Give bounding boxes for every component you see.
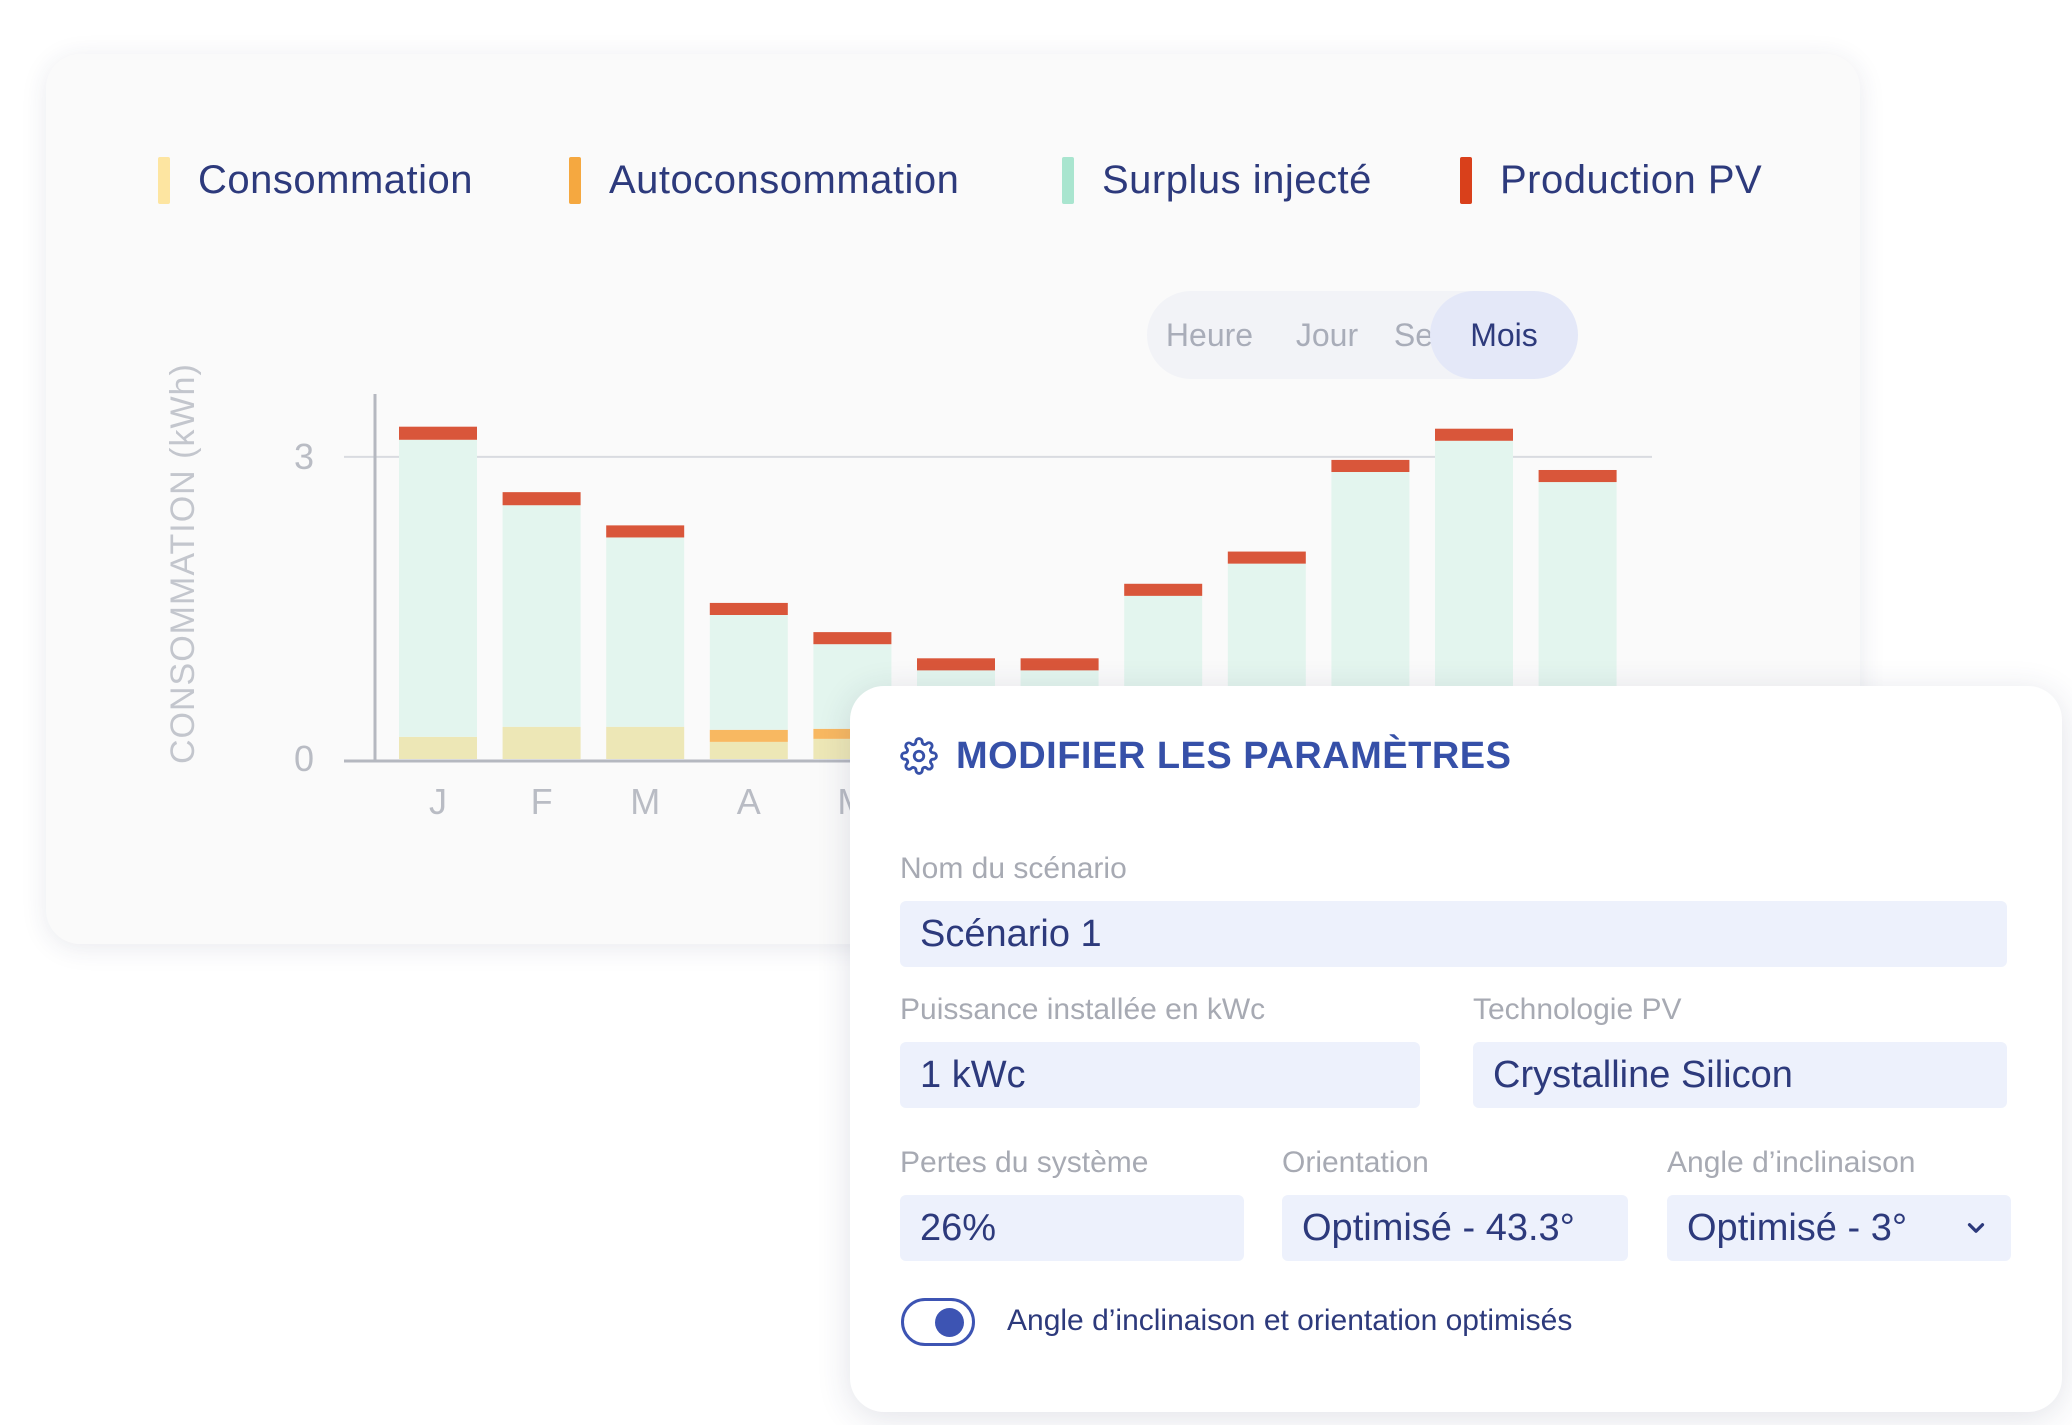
- tilt-angle-value: Optimisé - 3°: [1687, 1206, 1908, 1249]
- bar-segment: [399, 426, 477, 440]
- x-tick-label: J: [429, 781, 447, 822]
- installed-power-value: 1 kWc: [920, 1053, 1026, 1096]
- legend-label: Surplus injecté: [1102, 157, 1372, 202]
- chevron-down-icon: [1967, 1223, 1985, 1233]
- legend-swatch: [569, 156, 581, 204]
- toggle-knob: [935, 1308, 964, 1337]
- bar-segment: [1227, 551, 1306, 564]
- pv-technology-select[interactable]: Crystalline Silicon: [1473, 1042, 2007, 1108]
- system-losses-input[interactable]: 26%: [900, 1195, 1244, 1261]
- legend-swatch: [1062, 156, 1074, 204]
- settings-header: MODIFIER LES PARAMÈTRES: [900, 726, 1512, 786]
- bar-segment: [709, 602, 788, 615]
- settings-title: MODIFIER LES PARAMÈTRES: [956, 734, 1512, 777]
- installed-power-label: Puissance installée en kWc: [900, 993, 1266, 1026]
- tilt-angle-select[interactable]: Optimisé - 3°: [1667, 1195, 2011, 1261]
- tilt-angle-label: Angle d’inclinaison: [1667, 1146, 1916, 1179]
- bar-segment: [813, 632, 892, 645]
- bar-segment: [1331, 459, 1410, 473]
- orientation-input[interactable]: Optimisé - 43.3°: [1282, 1195, 1628, 1261]
- scenario-name-input[interactable]: Scénario 1: [900, 901, 2007, 967]
- bar-segment: [1124, 583, 1203, 596]
- bar-segment: [606, 726, 685, 759]
- y-tick-label: 3: [294, 436, 314, 477]
- x-tick-label: F: [531, 781, 553, 822]
- scenario-name-value: Scénario 1: [920, 912, 1102, 955]
- orientation-value: Optimisé - 43.3°: [1302, 1206, 1575, 1249]
- tab-mois[interactable]: Mois: [1430, 291, 1578, 379]
- bar-segment: [709, 614, 788, 730]
- optimized-toggle-label: Angle d’inclinaison et orientation optim…: [1007, 1304, 1573, 1337]
- pv-technology-label: Technologie PV: [1473, 993, 1682, 1026]
- legend-item-autoconsommation: Autoconsommation: [569, 152, 959, 208]
- bar-segment: [1538, 469, 1617, 483]
- bar-segment: [606, 537, 685, 727]
- orientation-label: Orientation: [1282, 1146, 1429, 1179]
- x-tick-label: A: [737, 781, 761, 822]
- bar-segment: [502, 505, 581, 727]
- legend-swatch: [158, 156, 170, 204]
- bar-segment: [709, 741, 788, 759]
- bar-segment: [606, 525, 685, 538]
- installed-power-input[interactable]: 1 kWc: [900, 1042, 1420, 1108]
- scenario-name-label: Nom du scénario: [900, 852, 1127, 885]
- bar-segment: [399, 736, 477, 759]
- legend-label: Production PV: [1500, 157, 1763, 202]
- tab-heure[interactable]: Heure: [1165, 317, 1254, 353]
- system-losses-label: Pertes du système: [900, 1146, 1149, 1179]
- y-axis-title: CONSOMMATION (kWh): [164, 363, 202, 764]
- legend-item-consommation: Consommation: [158, 152, 473, 208]
- legend-item-surplus-injecte: Surplus injecté: [1062, 152, 1372, 208]
- settings-panel: MODIFIER LES PARAMÈTRES Nom du scénario …: [850, 686, 2062, 1412]
- period-selector: Heure Jour Semaine Mois: [1147, 291, 1578, 379]
- bar-segment: [502, 492, 581, 506]
- bar-segment: [502, 726, 581, 759]
- x-tick-label: M: [630, 781, 660, 822]
- bar-segment: [399, 439, 477, 737]
- bar-segment: [709, 729, 788, 742]
- legend-label: Consommation: [198, 157, 474, 202]
- legend-item-production-pv: Production PV: [1460, 152, 1762, 208]
- system-losses-value: 26%: [920, 1206, 997, 1249]
- gear-icon: [900, 737, 938, 775]
- optimized-toggle[interactable]: [901, 1298, 975, 1346]
- bar-segment: [1435, 440, 1513, 735]
- bar-segment: [917, 658, 995, 671]
- legend-label: Autoconsommation: [609, 157, 960, 202]
- y-tick-label: 0: [294, 738, 314, 779]
- pv-technology-value: Crystalline Silicon: [1493, 1053, 1793, 1096]
- legend-swatch: [1460, 156, 1472, 204]
- bar-segment: [1020, 658, 1099, 671]
- tab-jour[interactable]: Jour: [1295, 317, 1359, 353]
- bar-segment: [1435, 428, 1513, 441]
